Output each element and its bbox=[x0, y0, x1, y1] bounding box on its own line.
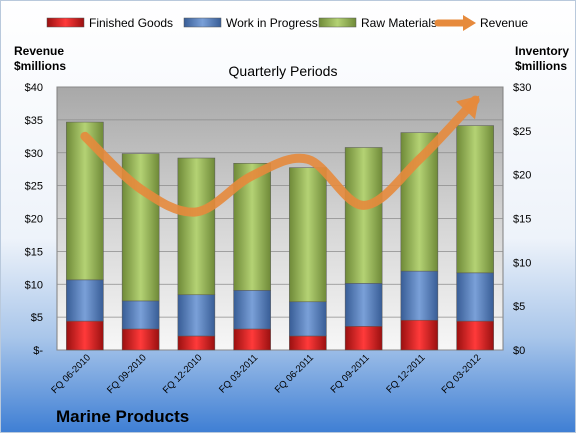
bar-finished-goods bbox=[456, 320, 494, 351]
legend-swatch bbox=[183, 17, 222, 28]
right-axis-label-line1: Inventory bbox=[515, 44, 569, 58]
revenue-line-path bbox=[80, 95, 480, 217]
bar-work-in-progress bbox=[400, 270, 439, 321]
right-tick-label: $20 bbox=[513, 170, 531, 182]
legend-label: Finished Goods bbox=[89, 16, 173, 30]
revenue-line bbox=[80, 95, 480, 217]
bar-work-in-progress bbox=[66, 279, 104, 322]
legend-label: Raw Materials bbox=[361, 16, 437, 30]
bar-finished-goods bbox=[289, 335, 327, 351]
bar-finished-goods bbox=[177, 335, 216, 351]
right-tick-label: $25 bbox=[513, 126, 531, 138]
bar-raw-materials bbox=[289, 167, 327, 303]
revenue-arrow-head bbox=[456, 95, 480, 120]
left-tick-label: $10 bbox=[25, 279, 43, 291]
bar-finished-goods bbox=[233, 328, 271, 351]
right-tick-label: $15 bbox=[513, 214, 531, 226]
legend-swatch bbox=[318, 17, 357, 28]
bar-raw-materials bbox=[456, 125, 494, 274]
left-tick-label: $5 bbox=[31, 312, 43, 324]
company-name: Marine Products bbox=[56, 407, 189, 426]
bar-work-in-progress bbox=[233, 290, 271, 330]
left-tick-label: $25 bbox=[25, 181, 43, 193]
legend: Finished Goods Work in Progress Raw Materi… bbox=[46, 15, 528, 31]
bar-work-in-progress bbox=[121, 300, 160, 330]
bar-work-in-progress bbox=[456, 272, 494, 322]
bar-work-in-progress bbox=[344, 283, 383, 327]
legend-label: Work in Progress bbox=[226, 16, 318, 30]
bar-finished-goods bbox=[344, 326, 383, 351]
left-tick-label: $40 bbox=[25, 82, 43, 94]
bar-work-in-progress bbox=[289, 301, 327, 337]
legend-label: Revenue bbox=[480, 16, 528, 30]
left-tick-label: $15 bbox=[25, 246, 43, 258]
bar-finished-goods bbox=[66, 320, 104, 351]
left-tick-label: $30 bbox=[25, 148, 43, 160]
left-tick-label: $- bbox=[33, 345, 43, 357]
right-tick-label: $0 bbox=[513, 345, 525, 357]
right-axis-label-line2: $millions bbox=[515, 59, 567, 73]
bar-finished-goods bbox=[121, 328, 160, 351]
bar-raw-materials bbox=[344, 147, 383, 284]
left-tick-label: $35 bbox=[25, 115, 43, 127]
bar-work-in-progress bbox=[177, 294, 216, 337]
chart-title: Quarterly Periods bbox=[229, 63, 338, 79]
bar-raw-materials bbox=[177, 157, 216, 296]
legend-swatch bbox=[46, 17, 85, 28]
right-tick-label: $5 bbox=[513, 301, 525, 313]
left-axis-label-line1: Revenue bbox=[14, 44, 64, 58]
bar-finished-goods bbox=[400, 319, 439, 351]
left-axis-label-line2: $millions bbox=[14, 59, 66, 73]
right-tick-label: $10 bbox=[513, 257, 531, 269]
right-tick-label: $30 bbox=[513, 82, 531, 94]
legend-arrow-icon bbox=[463, 15, 476, 31]
left-tick-label: $20 bbox=[25, 214, 43, 226]
